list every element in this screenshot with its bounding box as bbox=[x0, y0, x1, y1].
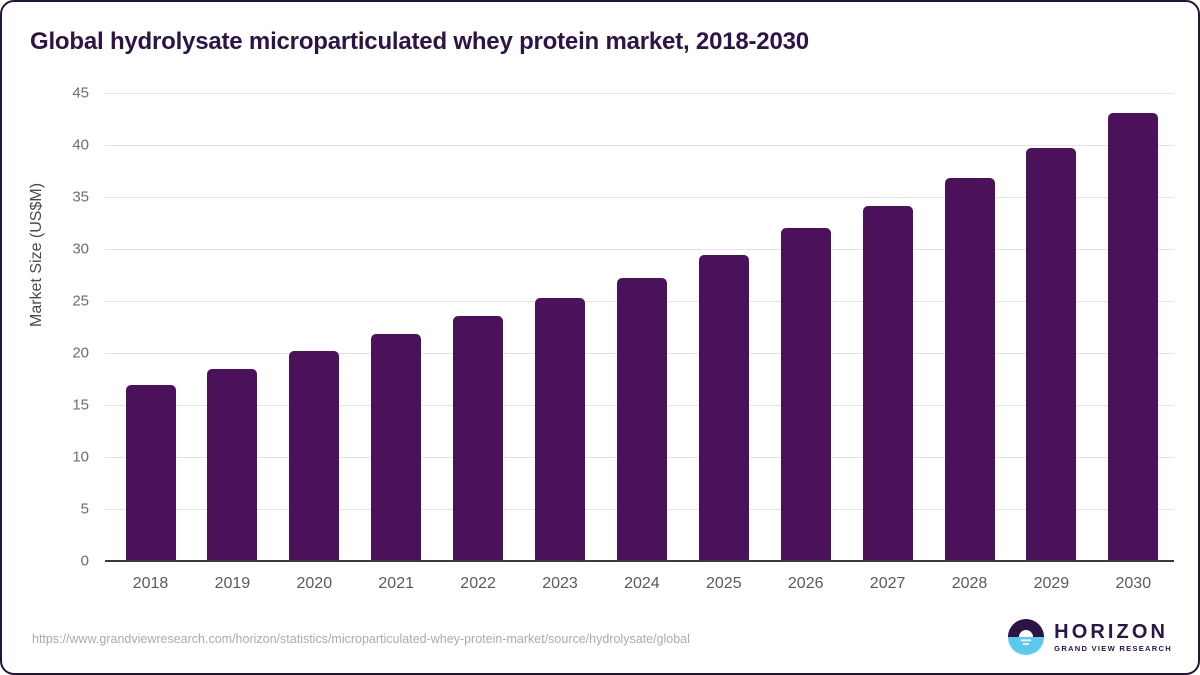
bar[interactable] bbox=[1026, 148, 1077, 561]
x-tick-label: 2026 bbox=[787, 575, 824, 592]
x-tick-label: 2029 bbox=[1033, 575, 1070, 592]
horizon-sun-circle-icon bbox=[1008, 618, 1045, 656]
bar[interactable] bbox=[207, 368, 258, 561]
x-tick-label: 2025 bbox=[706, 575, 742, 592]
x-tick-label: 2021 bbox=[378, 575, 414, 592]
page-title: Global hydrolysate microparticulated whe… bbox=[30, 28, 809, 55]
bar[interactable] bbox=[289, 350, 340, 561]
gridline bbox=[105, 93, 1174, 94]
y-tick-label: 45 bbox=[72, 84, 89, 102]
x-tick-label: 2027 bbox=[869, 575, 906, 592]
bar[interactable] bbox=[453, 315, 504, 561]
y-tick-label: 10 bbox=[72, 448, 89, 466]
x-tick-label: 2020 bbox=[296, 575, 333, 592]
brand-logo[interactable]: HORIZON GRAND VIEW RESEARCH bbox=[1007, 618, 1172, 656]
y-tick-label: 20 bbox=[72, 344, 89, 362]
y-tick-label: 40 bbox=[72, 136, 89, 154]
gridline bbox=[105, 197, 1174, 198]
x-tick-label: 2018 bbox=[132, 575, 169, 592]
x-tick-label: 2023 bbox=[542, 575, 578, 592]
x-tick-label: 2030 bbox=[1115, 575, 1152, 592]
bar[interactable] bbox=[371, 334, 422, 561]
y-tick-label: 35 bbox=[72, 188, 89, 206]
bar[interactable] bbox=[1108, 112, 1159, 561]
x-axis-line bbox=[105, 560, 1174, 562]
logo-wordmark: HORIZON bbox=[1054, 620, 1169, 643]
logo-tagline: GRAND VIEW RESEARCH bbox=[1054, 643, 1172, 653]
x-tick-label: 2028 bbox=[951, 575, 988, 592]
bar[interactable] bbox=[862, 206, 913, 561]
bar[interactable] bbox=[698, 255, 749, 561]
plot-area bbox=[105, 93, 1174, 562]
bar[interactable] bbox=[616, 278, 667, 561]
y-tick-label: 25 bbox=[72, 292, 89, 310]
gridline bbox=[105, 249, 1174, 250]
x-tick-label: 2022 bbox=[460, 575, 496, 592]
bar[interactable] bbox=[944, 178, 995, 561]
y-tick-label: 15 bbox=[72, 396, 89, 414]
y-tick-label: 5 bbox=[80, 500, 89, 518]
bar[interactable] bbox=[125, 385, 176, 561]
gridline bbox=[105, 145, 1174, 146]
y-tick-label: 0 bbox=[80, 552, 89, 570]
bar[interactable] bbox=[535, 297, 585, 561]
source-url[interactable]: https://www.grandviewresearch.com/horizo… bbox=[32, 632, 690, 646]
bar[interactable] bbox=[780, 228, 831, 561]
x-tick-label: 2019 bbox=[214, 575, 251, 592]
y-tick-label: 30 bbox=[72, 240, 89, 258]
x-tick-label: 2024 bbox=[624, 575, 660, 592]
logo-text-block: HORIZON GRAND VIEW RESEARCH bbox=[1054, 622, 1172, 653]
